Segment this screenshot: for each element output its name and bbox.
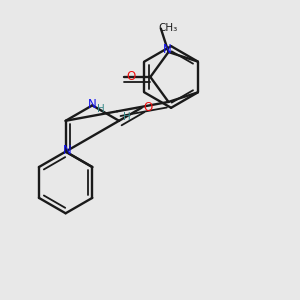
Text: H: H [123,112,131,122]
Text: N: N [88,98,97,111]
Text: N: N [163,43,171,56]
Text: H: H [97,103,105,114]
Text: N: N [63,143,72,157]
Text: O: O [126,70,135,83]
Text: O: O [144,101,153,114]
Text: CH₃: CH₃ [158,23,178,33]
